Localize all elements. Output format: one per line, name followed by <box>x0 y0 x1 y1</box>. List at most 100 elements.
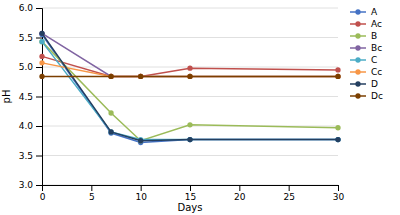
point <box>335 137 340 142</box>
tick-mark <box>239 185 240 191</box>
tick: 5.5 <box>19 33 42 43</box>
point <box>39 31 44 36</box>
grid-line <box>42 155 338 156</box>
tick-label: 6.0 <box>19 3 34 13</box>
legend-label: B <box>371 31 377 41</box>
tick: 3.0 <box>19 180 42 190</box>
legend-marker <box>355 33 360 38</box>
x-axis-line <box>43 186 339 192</box>
point <box>39 31 44 36</box>
line <box>42 33 338 76</box>
series <box>39 39 340 142</box>
point <box>187 122 192 127</box>
series <box>39 60 340 79</box>
tick-mark <box>36 126 42 127</box>
legend-item: B <box>350 31 377 41</box>
tick-mark <box>141 185 142 191</box>
tick-mark <box>289 185 290 191</box>
legend-marker <box>355 93 360 98</box>
series <box>39 31 340 144</box>
tick-label: 4.5 <box>19 92 33 102</box>
point <box>187 66 192 71</box>
point <box>108 129 113 134</box>
legend-marker <box>355 45 360 50</box>
legend: A Ac B Bc C Cc D Dc <box>350 7 383 101</box>
point <box>138 138 143 143</box>
grid <box>42 8 338 185</box>
tick-mark <box>36 38 42 39</box>
tick: 20 <box>234 185 246 202</box>
legend-label: Dc <box>371 91 383 101</box>
point <box>39 74 44 79</box>
tick: 5.0 <box>19 62 42 72</box>
tick: 6.0 <box>19 3 42 13</box>
series <box>39 74 340 79</box>
tick: 0 <box>40 185 46 202</box>
legend-label: Bc <box>371 43 382 53</box>
series <box>39 39 340 143</box>
tick: 15 <box>185 185 196 202</box>
grid-line <box>42 37 338 38</box>
series <box>39 31 340 79</box>
point <box>39 54 44 59</box>
legend-marker <box>355 69 360 74</box>
y-axis: 3.03.54.04.55.05.56.0 <box>19 3 43 190</box>
legend-label: C <box>371 55 377 65</box>
tick-label: 0 <box>40 192 46 202</box>
tick-label: 4.0 <box>19 121 34 131</box>
tick-label: 3.0 <box>19 180 34 190</box>
point <box>138 74 143 79</box>
tick-mark <box>338 185 339 191</box>
marks <box>39 31 340 145</box>
point <box>335 74 340 79</box>
point <box>187 137 192 142</box>
line <box>42 33 338 140</box>
legend-label: Ac <box>371 19 382 29</box>
tick-label: 5 <box>89 192 95 202</box>
point <box>335 137 340 142</box>
tick-label: 5.0 <box>19 62 34 72</box>
tick: 5 <box>89 185 95 202</box>
tick-label: 25 <box>283 192 294 202</box>
line <box>42 42 338 140</box>
tick-mark <box>36 67 42 68</box>
point <box>335 125 340 130</box>
point <box>187 74 192 79</box>
point <box>187 74 192 79</box>
point <box>108 129 113 134</box>
tick-label: 20 <box>234 192 246 202</box>
legend-item: A <box>350 7 378 17</box>
tick: 30 <box>333 185 345 202</box>
tick-mark <box>36 185 42 186</box>
grid-line <box>42 8 338 9</box>
point <box>335 74 340 79</box>
y-axis-title: pH <box>1 90 12 104</box>
point <box>138 74 143 79</box>
tick-label: 5.5 <box>19 33 33 43</box>
tick: 10 <box>135 185 147 202</box>
legend-marker <box>355 9 360 14</box>
line <box>42 35 338 143</box>
tick-mark <box>190 185 191 191</box>
point <box>108 74 113 79</box>
legend-label: D <box>371 79 378 89</box>
legend-marker <box>355 81 360 86</box>
tick-mark <box>91 185 92 191</box>
x-axis: 0 5 10 15 20 25 30 <box>40 185 345 202</box>
point <box>335 67 340 72</box>
legend-item: Dc <box>350 91 383 101</box>
point <box>108 110 113 115</box>
point <box>335 74 340 79</box>
point <box>335 137 340 142</box>
point <box>108 74 113 79</box>
tick-label: 10 <box>135 192 147 202</box>
line <box>42 56 338 76</box>
point <box>187 74 192 79</box>
legend-item: C <box>350 55 377 65</box>
legend-marker <box>355 57 360 62</box>
legend-label: A <box>371 7 378 17</box>
legend-label: Cc <box>371 67 382 77</box>
point <box>39 39 44 44</box>
tick-label: 15 <box>185 192 196 202</box>
tick-mark <box>36 97 42 98</box>
